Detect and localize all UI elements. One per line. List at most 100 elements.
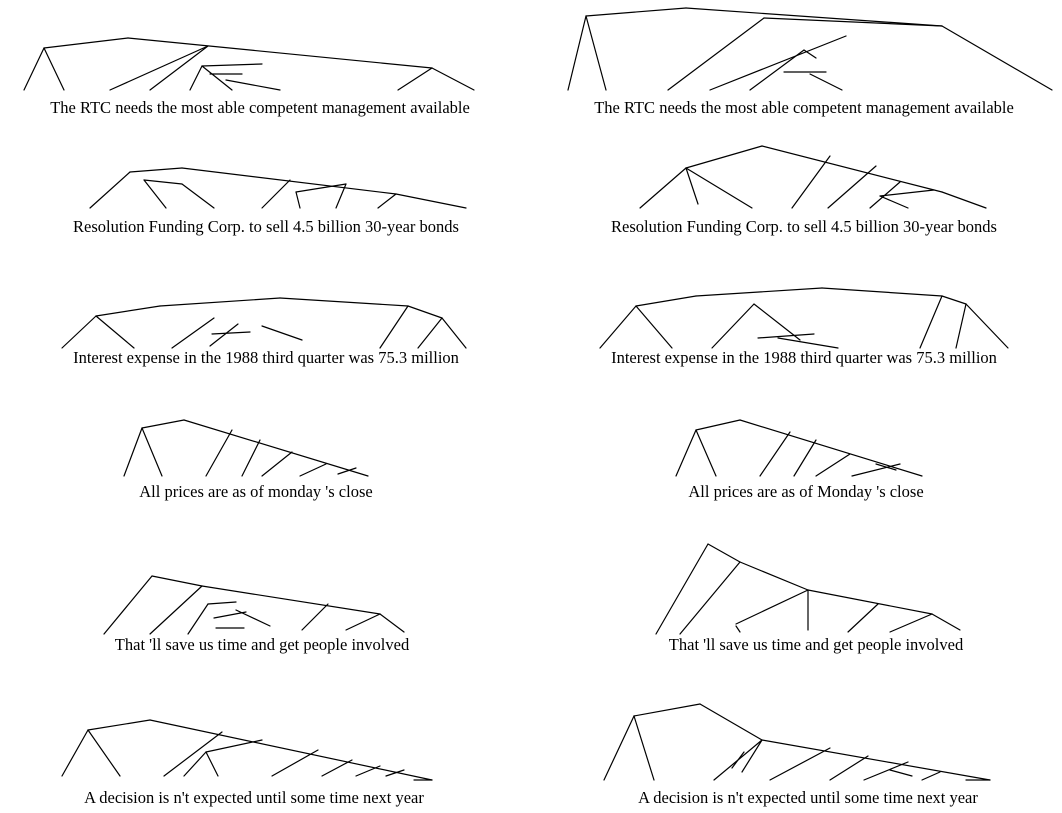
tree-edge — [639, 167, 687, 209]
tree-edge — [335, 183, 347, 209]
tree-edge — [777, 337, 839, 349]
sentence-label: All prices are as of monday 's close — [139, 482, 372, 501]
tree-edge — [749, 49, 805, 91]
tree-edge — [431, 67, 475, 91]
tree-edge — [149, 719, 433, 781]
tree-edge — [585, 15, 607, 91]
tree-edge — [919, 295, 943, 349]
tree-edge — [183, 751, 207, 777]
parse-tree-row6-right: A decision is n't expected until some ti… — [603, 703, 991, 807]
tree-edge — [355, 765, 381, 777]
tree-edge — [43, 47, 65, 91]
tree-edges — [603, 703, 991, 781]
parse-tree-row6-left: A decision is n't expected until some ti… — [61, 719, 433, 807]
tree-edge — [417, 317, 443, 349]
sentence-label: A decision is n't expected until some ti… — [84, 788, 424, 807]
tree-edge — [149, 45, 209, 91]
tree-edge — [61, 729, 89, 777]
parse-tree-row3-right: Interest expense in the 1988 third quart… — [599, 287, 1009, 367]
tree-edge — [183, 419, 369, 477]
tree-edge — [385, 769, 405, 777]
parse-tree-row4-right: All prices are as of Monday 's close — [675, 419, 924, 501]
sentence-label: The RTC needs the most able competent ma… — [50, 98, 470, 117]
tree-edge — [633, 715, 655, 781]
tree-edge — [87, 729, 121, 777]
tree-edge — [879, 189, 935, 197]
tree-edge — [151, 575, 203, 587]
tree-edge — [685, 7, 943, 27]
tree-edge — [739, 419, 923, 477]
tree-edge — [261, 179, 291, 209]
tree-edge — [95, 315, 135, 349]
sentence-label: Interest expense in the 1988 third quart… — [73, 348, 459, 367]
tree-edge — [829, 755, 869, 781]
tree-edge — [759, 431, 791, 477]
tree-edge — [599, 305, 637, 349]
tree-edge — [931, 613, 961, 631]
tree-edge — [295, 191, 301, 209]
tree-edge — [603, 715, 635, 781]
sentence-label: All prices are as of Monday 's close — [688, 482, 923, 501]
tree-edge — [761, 145, 943, 193]
tree-edge — [679, 561, 741, 635]
tree-edges — [567, 7, 1053, 91]
tree-edge — [695, 429, 717, 477]
parse-tree-row1-left: The RTC needs the most able competent ma… — [23, 37, 475, 117]
tree-edge — [731, 751, 745, 769]
tree-edge — [585, 7, 687, 17]
tree-edge — [95, 305, 161, 317]
tree-edge — [159, 297, 281, 307]
tree-edge — [379, 305, 409, 349]
sentence-label: That 'll save us time and get people inv… — [669, 635, 964, 654]
sentence-label: Resolution Funding Corp. to sell 4.5 bil… — [73, 217, 459, 236]
tree-edges — [103, 575, 405, 635]
tree-edge — [803, 49, 817, 59]
tree-edge — [441, 317, 467, 349]
tree-edge — [847, 603, 879, 633]
tree-edge — [205, 739, 263, 753]
tree-edge — [89, 171, 131, 209]
tree-edges — [639, 145, 987, 209]
tree-edge — [207, 601, 237, 605]
tree-edge — [707, 543, 741, 563]
tree-edge — [851, 463, 901, 477]
tree-edge — [941, 25, 1053, 91]
tree-edge — [921, 771, 941, 781]
tree-edge — [149, 585, 203, 635]
sentence-label: Interest expense in the 1988 third quart… — [611, 348, 997, 367]
tree-edge — [889, 613, 933, 633]
tree-edges — [675, 419, 923, 477]
tree-edge — [761, 739, 991, 781]
tree-edge — [667, 17, 765, 91]
tree-edge — [225, 79, 281, 91]
tree-edge — [241, 439, 261, 477]
tree-edge — [889, 769, 913, 777]
tree-edge — [685, 167, 699, 205]
tree-edge — [187, 603, 209, 635]
tree-edge — [201, 65, 233, 91]
tree-edges — [89, 167, 467, 209]
tree-edge — [741, 739, 763, 773]
tree-edge — [213, 611, 247, 619]
tree-edge — [141, 419, 185, 429]
tree-edge — [189, 65, 203, 91]
tree-edge — [635, 305, 673, 349]
tree-edge — [633, 703, 701, 717]
tree-edge — [201, 585, 381, 615]
parse-tree-row1-right: The RTC needs the most able competent ma… — [567, 7, 1053, 117]
tree-edge — [711, 303, 755, 349]
tree-edge — [205, 429, 233, 477]
tree-edge — [87, 719, 151, 731]
sentence-label: A decision is n't expected until some ti… — [638, 788, 978, 807]
tree-edge — [129, 167, 183, 173]
tree-edge — [769, 747, 831, 781]
tree-edge — [791, 155, 831, 209]
parse-tree-row2-left: Resolution Funding Corp. to sell 4.5 bil… — [73, 167, 467, 236]
tree-edges — [61, 719, 433, 781]
tree-edge — [941, 191, 987, 209]
tree-edge — [395, 193, 467, 209]
tree-edge — [397, 67, 433, 91]
tree-edge — [685, 145, 763, 169]
tree-edges — [61, 297, 467, 349]
